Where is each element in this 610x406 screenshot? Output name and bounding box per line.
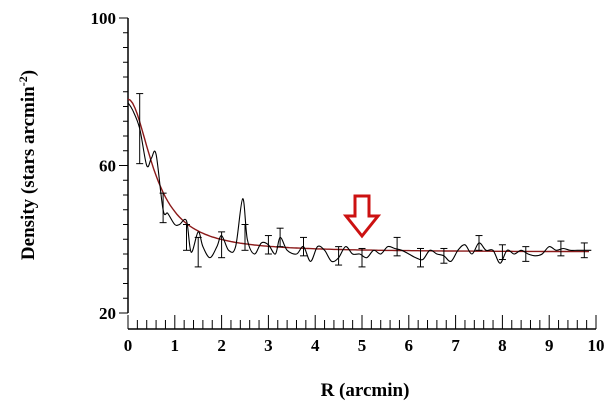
error-bar bbox=[358, 247, 366, 268]
error-bar bbox=[218, 231, 226, 259]
observed-profile-layer bbox=[127, 102, 592, 264]
arrow-marker-layer bbox=[342, 194, 382, 239]
error-bar bbox=[580, 242, 588, 259]
error-bars-layer bbox=[136, 93, 588, 268]
error-bar bbox=[522, 246, 530, 262]
error-bar bbox=[241, 224, 249, 251]
x-axis-ticks: 0 1 2 3 4 5 6 7 8 9 10 bbox=[124, 315, 605, 355]
error-bar bbox=[557, 240, 565, 257]
axes bbox=[127, 18, 596, 330]
y-tick-label: 100 bbox=[91, 9, 117, 28]
y-axis-label: Density (stars arcmin-2) bbox=[16, 70, 39, 260]
x-tick-label: 10 bbox=[588, 336, 605, 355]
error-bar bbox=[417, 247, 424, 268]
x-tick-label: 5 bbox=[358, 336, 367, 355]
x-tick-label: 4 bbox=[311, 336, 320, 355]
x-tick-label: 3 bbox=[264, 336, 273, 355]
down-arrow-icon bbox=[342, 194, 382, 239]
error-bar bbox=[440, 247, 448, 264]
x-tick-label: 2 bbox=[217, 336, 226, 355]
error-bar bbox=[475, 235, 483, 251]
error-bar bbox=[194, 236, 202, 268]
error-bar bbox=[335, 246, 343, 266]
y-tick-label: 60 bbox=[99, 157, 116, 176]
error-bar bbox=[159, 192, 167, 224]
y-axis-ticks: 20 60 100 bbox=[91, 9, 128, 323]
error-bar bbox=[264, 235, 272, 255]
error-bar bbox=[300, 236, 307, 257]
error-bar bbox=[276, 227, 284, 248]
x-tick-label: 7 bbox=[451, 336, 460, 355]
y-tick-label: 20 bbox=[99, 304, 116, 323]
x-tick-label: 9 bbox=[545, 336, 554, 355]
error-bar bbox=[498, 244, 506, 261]
error-bar bbox=[136, 93, 144, 165]
x-tick-label: 8 bbox=[498, 336, 507, 355]
error-bar bbox=[183, 224, 190, 251]
fit-curve bbox=[127, 98, 589, 253]
x-tick-label: 6 bbox=[405, 336, 414, 355]
fit-curve-layer bbox=[127, 98, 589, 253]
observed-profile bbox=[127, 102, 592, 264]
error-bar bbox=[393, 236, 401, 257]
x-tick-label: 0 bbox=[124, 336, 133, 355]
x-axis-label: R (arcmin) bbox=[321, 380, 410, 401]
x-tick-label: 1 bbox=[171, 336, 180, 355]
